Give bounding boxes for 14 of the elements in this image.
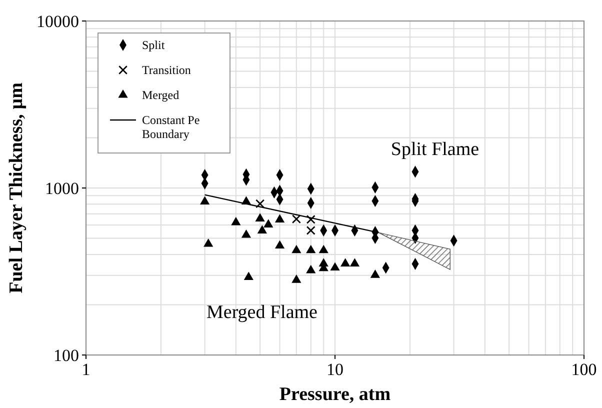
- y-tick-label: 1000: [45, 179, 79, 198]
- x-tick-label: 100: [571, 360, 597, 379]
- legend-label: Transition: [142, 63, 191, 77]
- x-axis-title: Pressure, atm: [279, 384, 391, 405]
- y-tick-label: 10000: [36, 12, 79, 31]
- legend-label: Merged: [142, 88, 180, 102]
- y-tick-label: 100: [54, 346, 79, 365]
- x-tick-label: 10: [326, 360, 344, 379]
- x-tick-label: 1: [82, 360, 90, 379]
- annotation: Split Flame: [390, 139, 480, 160]
- legend-label: Split: [142, 38, 166, 52]
- legend-label: Constant Pe Boundary: [142, 113, 200, 141]
- annotation: Merged Flame: [206, 302, 318, 323]
- y-axis-title: Fuel Layer Thickness, µm: [6, 82, 27, 294]
